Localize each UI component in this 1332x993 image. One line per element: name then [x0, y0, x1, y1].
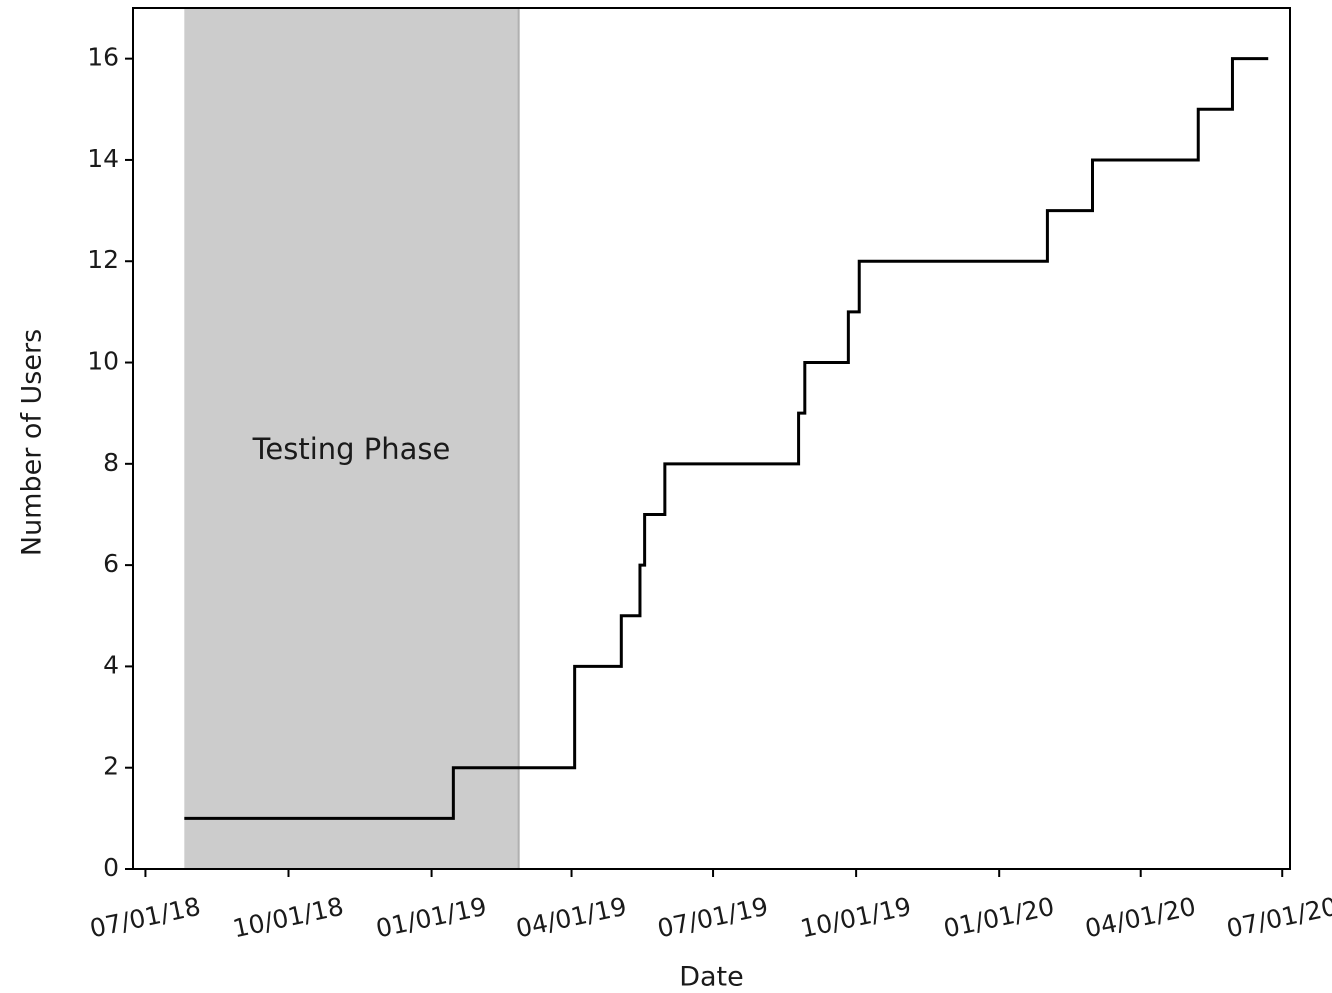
axes-layer — [125, 7, 1291, 877]
y-tick-label: 6 — [103, 549, 119, 578]
series-layer — [184, 57, 1269, 820]
shaded-region — [184, 8, 519, 869]
y-tick-label: 4 — [103, 650, 119, 679]
y-tick-label: 12 — [87, 245, 119, 274]
x-axis-label: Date — [679, 962, 744, 993]
y-tick-label: 10 — [87, 347, 119, 376]
y-tick-label: 16 — [87, 43, 119, 72]
y-tick-label: 0 — [103, 853, 119, 882]
series-line — [184, 57, 1269, 820]
plot-frame — [132, 7, 1291, 870]
y-tick-label: 8 — [103, 448, 119, 477]
shaded-region-label: Testing Phase — [252, 432, 451, 466]
y-tick-label: 2 — [103, 752, 119, 781]
shaded-region-layer — [184, 8, 520, 869]
y-axis-label: Number of Users — [17, 329, 48, 556]
y-tick-label: 14 — [87, 144, 119, 173]
